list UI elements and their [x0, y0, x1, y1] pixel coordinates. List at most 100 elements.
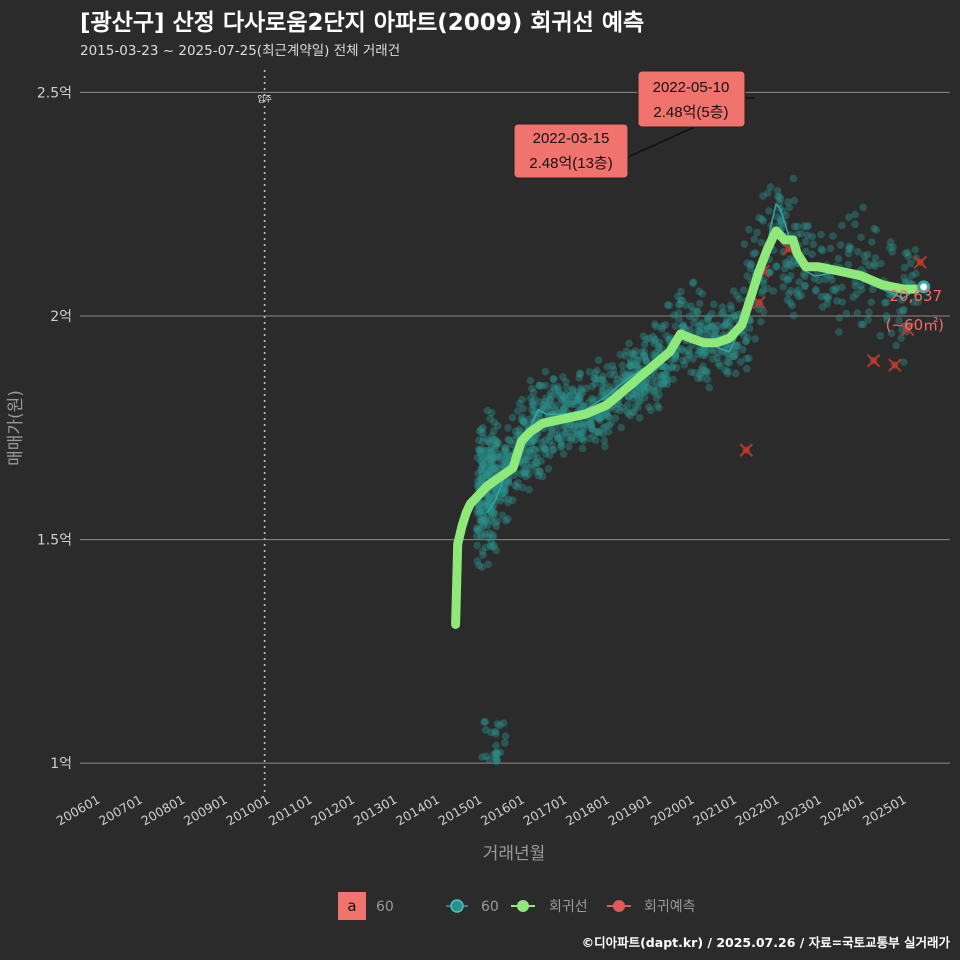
transaction-point [490, 445, 498, 454]
transaction-point [640, 340, 649, 349]
transaction-point [549, 375, 558, 383]
y-gridlines [80, 91, 950, 764]
transaction-point [665, 301, 674, 310]
transaction-point [542, 450, 550, 458]
transaction-point [473, 532, 481, 541]
transaction-point [523, 455, 531, 463]
annotation-2022-05-10: 2022-05-10 2.48억(5층) [637, 70, 746, 128]
transaction-point [640, 382, 649, 391]
transaction-point [477, 457, 485, 466]
transaction-point [631, 347, 640, 355]
transaction-point [492, 749, 501, 758]
transaction-point [483, 469, 492, 477]
transaction-point [478, 499, 486, 507]
transaction-point [568, 397, 577, 406]
transaction-point [478, 547, 487, 556]
transaction-point [635, 414, 644, 422]
transaction-point [802, 247, 810, 256]
transaction-point [766, 268, 774, 276]
transaction-point [649, 332, 657, 341]
transaction-point [725, 318, 734, 327]
transaction-point [493, 749, 501, 758]
transaction-point [481, 718, 490, 726]
transaction-point [746, 264, 755, 273]
x-tick-label: 202401 [818, 792, 867, 829]
transaction-point [708, 321, 717, 330]
transaction-point [588, 396, 597, 405]
transaction-point [478, 515, 487, 524]
transaction-point [694, 374, 702, 383]
transaction-point [557, 441, 566, 450]
transaction-point [632, 363, 641, 371]
transaction-point [678, 296, 687, 305]
transaction-point [909, 298, 918, 307]
transaction-point [871, 253, 880, 262]
transaction-point [647, 376, 656, 385]
transaction-point [899, 307, 908, 315]
transaction-point [786, 299, 795, 307]
transaction-point [597, 375, 606, 384]
transaction-point [633, 391, 641, 400]
transaction-point [676, 300, 684, 309]
transaction-point [713, 321, 722, 330]
transaction-point [743, 272, 752, 280]
transaction-point [480, 506, 488, 514]
transaction-point [525, 485, 533, 494]
transaction-point [502, 458, 511, 466]
transaction-point [492, 522, 501, 531]
transaction-point [634, 356, 642, 365]
transaction-point [568, 385, 577, 393]
transaction-point [670, 311, 678, 319]
transaction-point [628, 394, 637, 403]
transaction-point [522, 460, 530, 469]
transaction-point [695, 287, 704, 296]
transaction-point [488, 454, 496, 463]
transaction-point [485, 495, 494, 503]
transaction-point [703, 375, 712, 384]
transaction-point [479, 438, 487, 446]
transaction-point [490, 454, 498, 463]
transaction-point [500, 719, 508, 727]
transaction-point [528, 398, 537, 407]
transaction-point [575, 392, 583, 400]
transaction-point [618, 374, 626, 382]
transaction-point [532, 462, 540, 470]
transaction-point [640, 351, 649, 360]
transaction-point [733, 291, 741, 300]
transaction-point [668, 363, 677, 371]
transaction-point [834, 254, 843, 263]
transaction-point [502, 446, 510, 455]
transaction-point [525, 415, 533, 424]
transaction-point [554, 385, 563, 394]
transaction-point [475, 561, 483, 570]
transaction-point [653, 377, 661, 386]
transaction-point [788, 301, 796, 310]
transaction-point [775, 192, 784, 201]
transaction-point [501, 484, 509, 493]
transaction-point [658, 374, 666, 382]
transaction-point [639, 380, 648, 389]
transaction-point [838, 283, 846, 292]
transaction-point [559, 406, 567, 415]
transaction-point [557, 443, 565, 451]
transaction-point [473, 541, 481, 550]
transaction-point [519, 418, 528, 427]
transaction-point [897, 334, 905, 342]
transaction-point [808, 232, 817, 241]
transaction-point [577, 434, 586, 443]
transaction-point [485, 438, 494, 446]
transaction-point [490, 418, 499, 427]
transaction-point [487, 538, 496, 546]
transaction-point [659, 380, 667, 388]
transaction-point [594, 428, 603, 437]
transaction-point [565, 392, 574, 401]
transaction-point [773, 213, 782, 221]
prediction-marker [913, 255, 927, 270]
transaction-point [489, 543, 497, 551]
transaction-point [477, 515, 485, 524]
legend-series-dot-icon [450, 899, 464, 913]
transaction-point [701, 366, 709, 375]
transaction-point [574, 422, 582, 431]
transaction-point [473, 557, 482, 565]
x-tick-label: 201401 [393, 792, 442, 829]
